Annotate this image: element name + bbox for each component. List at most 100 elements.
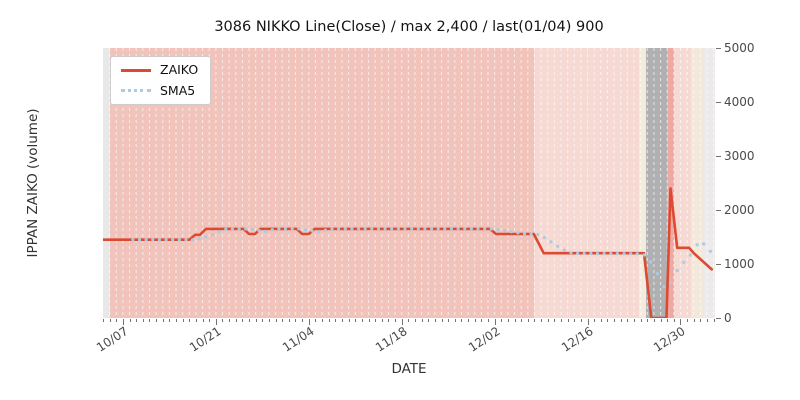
x-minor-tick [474, 319, 476, 322]
sma-dot [463, 227, 467, 231]
x-minor-tick [554, 319, 556, 322]
y-tick-mark [716, 317, 721, 319]
sma-dot [615, 252, 620, 256]
x-minor-tick [514, 319, 516, 322]
sma-dot [522, 232, 527, 236]
sma-dot [556, 244, 560, 248]
sma-dot [343, 227, 347, 231]
sma-dot [204, 235, 208, 239]
sma-dot [317, 230, 321, 234]
x-minor-tick [189, 319, 191, 322]
sma-dot [310, 229, 314, 233]
y-tick-label: 5000 [724, 41, 755, 55]
sma-dot [642, 253, 646, 257]
x-minor-tick [262, 319, 264, 322]
x-minor-tick [713, 319, 715, 322]
y-tick-label: 0 [724, 311, 732, 325]
x-minor-tick [627, 319, 629, 322]
sma-dot [363, 227, 367, 231]
x-minor-tick [673, 319, 675, 322]
dotted-line-sample-icon [121, 89, 151, 93]
sma-dot [496, 228, 500, 232]
x-minor-tick [109, 319, 111, 322]
x-minor-tick [355, 319, 357, 322]
background-band [645, 48, 667, 318]
sma-dot [430, 227, 434, 231]
x-minor-tick [176, 319, 177, 322]
sma-dot [270, 228, 274, 232]
y-tick-mark [716, 155, 721, 157]
x-major-tick [680, 319, 682, 325]
x-minor-tick [574, 319, 576, 322]
x-minor-tick [428, 319, 430, 322]
sma-dot [436, 227, 440, 231]
sma-dot [297, 227, 301, 231]
x-minor-tick [142, 319, 144, 322]
x-major-tick [494, 319, 496, 325]
x-minor-tick [693, 319, 695, 322]
plot-area [103, 48, 715, 318]
x-minor-tick [249, 319, 251, 322]
sma-dot [483, 227, 487, 231]
x-minor-tick [282, 319, 284, 322]
x-minor-tick [156, 319, 158, 322]
x-minor-tick [487, 319, 489, 322]
sma-dot [456, 227, 460, 231]
x-minor-tick [341, 319, 343, 322]
x-minor-tick [541, 319, 543, 322]
sma-dot [449, 227, 454, 231]
sma-dot [191, 238, 195, 242]
x-minor-tick [116, 319, 118, 322]
x-minor-tick [103, 319, 104, 322]
sma-dot [662, 285, 666, 289]
sma-dot [582, 251, 586, 256]
y-tick-mark [716, 47, 721, 49]
line-sample-icon [121, 68, 151, 72]
sma-dot [629, 252, 633, 256]
x-minor-tick [607, 319, 609, 322]
sma-dot [237, 227, 241, 231]
x-minor-tick [222, 319, 224, 322]
chart-canvas [103, 48, 715, 318]
x-minor-tick [614, 319, 616, 322]
x-minor-tick [527, 319, 529, 322]
x-minor-tick [388, 319, 390, 322]
x-minor-tick [454, 319, 456, 322]
x-major-tick [401, 319, 403, 325]
sma-dot [131, 238, 135, 242]
x-minor-tick [162, 319, 164, 322]
sma-dot [443, 227, 447, 231]
y-tick-mark [716, 209, 721, 211]
sma-dot [370, 227, 374, 231]
y-tick-mark [716, 263, 721, 265]
sma-dot [323, 228, 327, 232]
x-minor-tick [461, 319, 463, 322]
x-major-tick [308, 319, 310, 325]
sma-dot [376, 227, 381, 231]
sma-dot [668, 281, 673, 285]
sma-dot [303, 228, 308, 232]
x-minor-tick [375, 319, 377, 322]
sma-dot [290, 227, 294, 231]
x-minor-tick [700, 319, 702, 322]
sma-dot [230, 227, 234, 231]
x-minor-tick [295, 319, 297, 322]
sma-dot [569, 251, 573, 255]
x-major-tick [587, 319, 589, 325]
x-minor-tick [647, 319, 649, 322]
y-tick-label: 1000 [724, 257, 755, 271]
sma-dot [655, 272, 659, 276]
x-minor-tick [481, 319, 483, 322]
series-zaiko [103, 187, 714, 318]
sma-dot [469, 227, 473, 231]
sma-dot [137, 238, 142, 242]
x-minor-tick [434, 319, 436, 322]
sma-dot [164, 238, 168, 242]
x-minor-tick [448, 319, 450, 322]
x-major-tick [122, 319, 124, 325]
series-sma5 [131, 227, 713, 289]
x-minor-tick [328, 319, 330, 322]
x-minor-tick [235, 319, 237, 322]
sma-dot [337, 227, 341, 231]
legend-item-sma5: SMA5 [121, 84, 198, 98]
